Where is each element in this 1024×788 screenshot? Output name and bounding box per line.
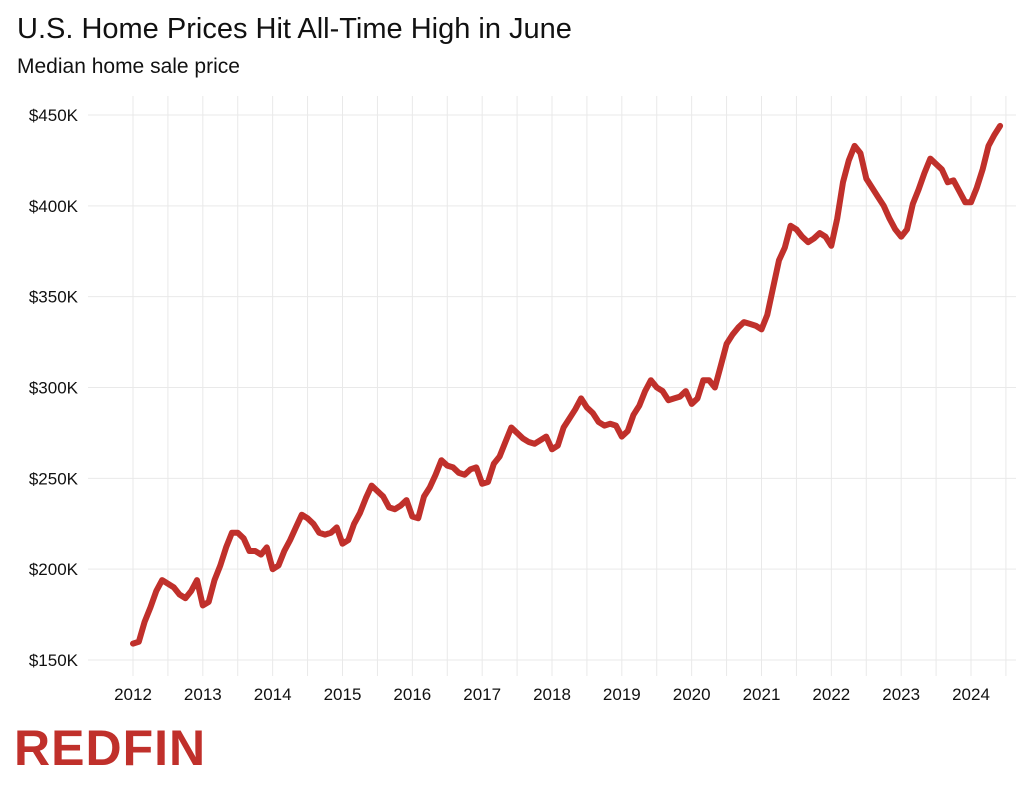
x-tick-label: 2023: [882, 685, 920, 704]
y-tick-label: $350K: [29, 288, 79, 307]
x-tick-label: 2015: [324, 685, 362, 704]
y-tick-label: $400K: [29, 197, 79, 216]
x-tick-label: 2022: [812, 685, 850, 704]
y-tick-label: $150K: [29, 651, 79, 670]
x-tick-label: 2021: [743, 685, 781, 704]
x-tick-label: 2019: [603, 685, 641, 704]
grid-lines: [88, 96, 1016, 676]
x-tick-label: 2017: [463, 685, 501, 704]
x-tick-label: 2013: [184, 685, 222, 704]
series-lines: [130, 122, 1004, 647]
y-tick-label: $450K: [29, 106, 79, 125]
redfin-logo: REDFIN: [14, 720, 207, 776]
y-tick-label: $300K: [29, 379, 79, 398]
x-tick-label: 2020: [673, 685, 711, 704]
x-tick-label: 2012: [114, 685, 152, 704]
x-tick-label: 2018: [533, 685, 571, 704]
y-tick-label: $250K: [29, 469, 79, 488]
y-tick-label: $200K: [29, 560, 79, 579]
y-axis-tick-labels: $150K $200K $250K $300K $350K $400K $450K: [29, 106, 79, 670]
x-tick-label: 2024: [952, 685, 990, 704]
chart-title: U.S. Home Prices Hit All-Time High in Ju…: [17, 13, 572, 45]
chart-subtitle: Median home sale price: [17, 55, 240, 78]
x-axis-tick-labels: 2012 2013 2014 2015 2016 2017 2018 2019 2020 2021…: [114, 685, 990, 704]
median-price-series-line: [130, 122, 1004, 647]
x-tick-label: 2014: [254, 685, 292, 704]
x-tick-label: 2016: [393, 685, 431, 704]
